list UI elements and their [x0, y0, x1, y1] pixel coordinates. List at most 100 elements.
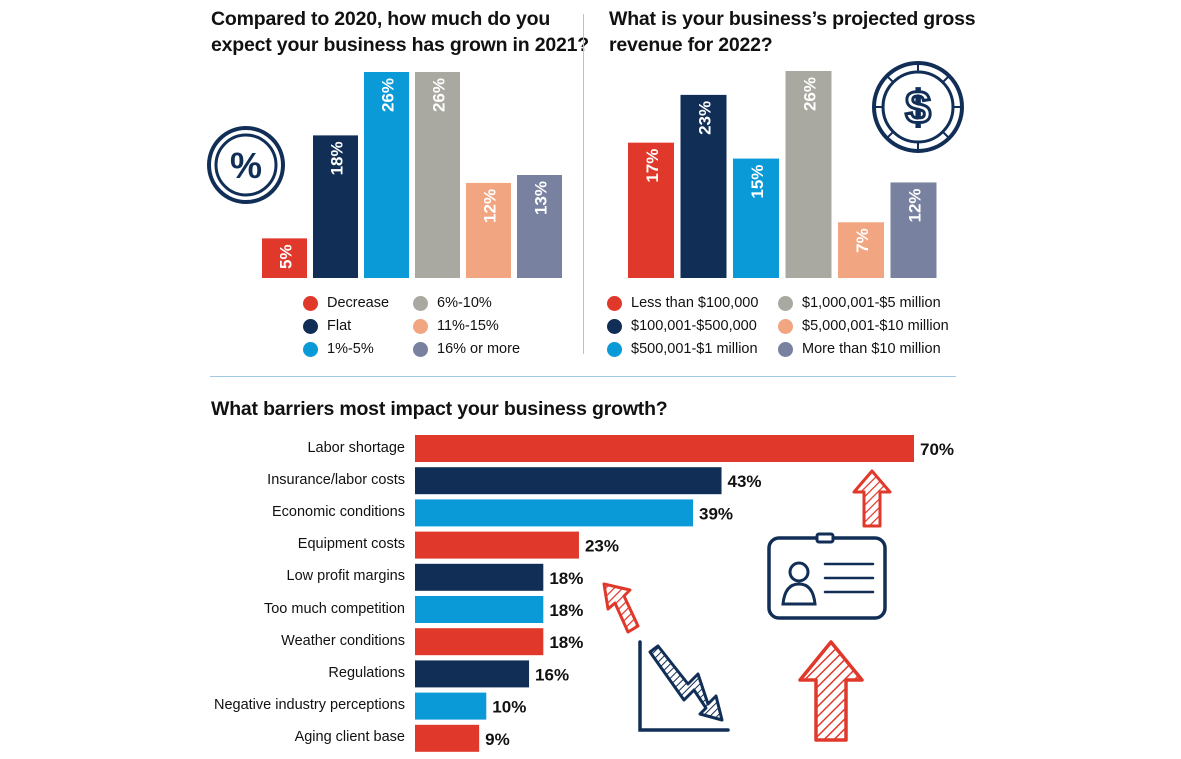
chart1-bar-label-5: 13% [532, 181, 551, 215]
chart1-bar-5 [517, 175, 562, 278]
chart3-title-line: What barriers most impact your business … [211, 398, 668, 420]
chart1-bar-label-3: 26% [430, 78, 449, 112]
chart3-category-label-9: Aging client base [294, 729, 405, 746]
arrow-up-large-icon [798, 640, 864, 742]
id-card-icon [767, 532, 887, 620]
chart1-legend-item-0: Decrease [303, 292, 389, 314]
chart1-legend-item-3: 6%-10% [413, 292, 492, 314]
chart1-bar-label-1: 18% [328, 141, 347, 175]
chart2-bar-label-2: 15% [748, 165, 767, 199]
chart3-bar-6 [415, 628, 544, 656]
arrow-down-chart-icon [638, 640, 730, 732]
chart2-legend-swatch-5 [778, 341, 793, 357]
chart1-legend-item-1: Flat [303, 315, 351, 337]
chart3-category-label-3: Equipment costs [297, 536, 405, 553]
arrow-diagonal-striped-icon [602, 582, 640, 634]
chart2-legend-swatch-4 [778, 318, 793, 334]
chart1-bar-2 [364, 72, 409, 278]
chart3-category-label-0: Labor shortage [307, 439, 405, 456]
chart1-legend-label-4: 11%-15% [437, 318, 499, 334]
chart2-legend-swatch-3 [778, 295, 793, 311]
chart2-legend-label-1: $100,001-$500,000 [631, 318, 757, 334]
chart2-legend-label-3: $1,000,001-$5 million [802, 295, 941, 311]
chart1-legend-swatch-5 [413, 341, 428, 357]
chart3-bar-1 [415, 467, 722, 495]
chart2-bar-label-5: 12% [906, 188, 925, 222]
chart1-legend-item-2: 1%-5% [303, 338, 374, 360]
chart3-bar-5 [415, 596, 544, 623]
chart3-bar-3 [415, 531, 579, 559]
chart2-bar-0 [628, 142, 674, 278]
chart1-legend-item-4: 11%-15% [413, 315, 499, 337]
chart2-legend-item-1: $100,001-$500,000 [607, 315, 757, 337]
arrow-up-striped-icon [852, 469, 892, 528]
chart1-legend-label-3: 6%-10% [437, 295, 492, 311]
chart1-bar-0 [262, 238, 307, 278]
chart3-category-label-4: Low profit margins [286, 568, 405, 585]
chart3-value-label-4: 18% [549, 569, 583, 588]
chart3-value-label-6: 18% [549, 633, 583, 652]
chart1-title-line1: Compared to 2020, how much do you [211, 8, 551, 30]
chart2-legend-item-3: $1,000,001-$5 million [778, 292, 941, 314]
chart1-legend-swatch-4 [413, 318, 428, 334]
chart3-value-label-1: 43% [728, 472, 762, 491]
chart3-value-label-7: 16% [535, 665, 569, 684]
chart1-bar-3 [415, 72, 460, 278]
chart3-category-label-8: Negative industry perceptions [213, 697, 405, 714]
chart3-bar-7 [415, 660, 530, 688]
chart2-legend-label-4: $5,000,001-$10 million [802, 318, 949, 334]
chart1-legend-swatch-2 [303, 341, 318, 357]
chart3-category-label-1: Insurance/labor costs [267, 471, 405, 488]
chart1-legend-label-1: Flat [327, 318, 352, 334]
chart1-bar-label-2: 26% [379, 78, 398, 112]
chart3-value-label-0: 70% [920, 440, 954, 459]
chart3-title: What barriers most impact your business … [211, 396, 668, 422]
chart3-value-label-2: 39% [699, 504, 733, 523]
chart1-legend-swatch-1 [303, 318, 318, 334]
chart2-bar-label-4: 7% [853, 228, 872, 253]
chart2-title: What is your business’s projected gross … [609, 6, 976, 58]
chart1-title-line2: expect your business has grown in 2021? [211, 34, 589, 56]
chart2-legend-label-0: Less than $100,000 [631, 295, 759, 311]
chart2-bar-4 [838, 222, 884, 278]
chart3-category-label-7: Regulations [328, 664, 405, 681]
chart2-legend-item-2: $500,001-$1 million [607, 338, 758, 360]
chart2-legend-label-5: More than $10 million [802, 341, 941, 357]
chart2-bar-3 [785, 71, 832, 278]
chart2-bar-2 [733, 158, 779, 278]
chart1-legend-label-0: Decrease [327, 295, 390, 311]
chart2-bar-label-0: 17% [643, 149, 662, 183]
svg-text:$: $ [905, 81, 931, 133]
chart1-legend-swatch-0 [303, 295, 318, 311]
chart3-value-label-3: 23% [585, 537, 619, 556]
percent-coin-icon: % [207, 126, 285, 204]
chart3-value-label-9: 9% [485, 730, 510, 749]
chart2-legend-swatch-2 [607, 341, 622, 357]
chart1-legend-item-5: 16% or more [413, 338, 520, 360]
chart3-category-label-5: Too much competition [263, 600, 405, 617]
chart2-legend-item-4: $5,000,001-$10 million [778, 315, 949, 337]
chart1-bar-1 [313, 135, 358, 278]
svg-text:%: % [230, 145, 262, 186]
chart1-bar-4 [466, 182, 511, 278]
chart3-bar-4 [415, 563, 544, 591]
chart3-bar-9 [415, 724, 480, 752]
chart2-legend-swatch-0 [607, 295, 622, 311]
chart2-bar-label-3: 26% [801, 77, 820, 111]
vertical-divider [583, 14, 584, 354]
chart3-value-label-5: 18% [549, 601, 583, 620]
chart1-title: Compared to 2020, how much do you expect… [211, 6, 589, 58]
chart1-legend-label-2: 1%-5% [327, 341, 374, 357]
chart3-bar-2 [415, 499, 694, 527]
chart2-legend-item-5: More than $10 million [778, 338, 941, 360]
chart2-bar-5 [890, 182, 937, 278]
chart2-legend-label-2: $500,001-$1 million [631, 341, 758, 357]
chart3-category-label-2: Economic conditions [272, 503, 405, 520]
dollar-coin-icon: $ [872, 61, 964, 153]
horizontal-divider [210, 376, 956, 377]
chart1-bar-label-0: 5% [277, 244, 296, 269]
chart1-legend-swatch-3 [413, 295, 428, 311]
chart3-bar-0 [415, 435, 914, 462]
chart2-bar-1 [680, 94, 727, 278]
